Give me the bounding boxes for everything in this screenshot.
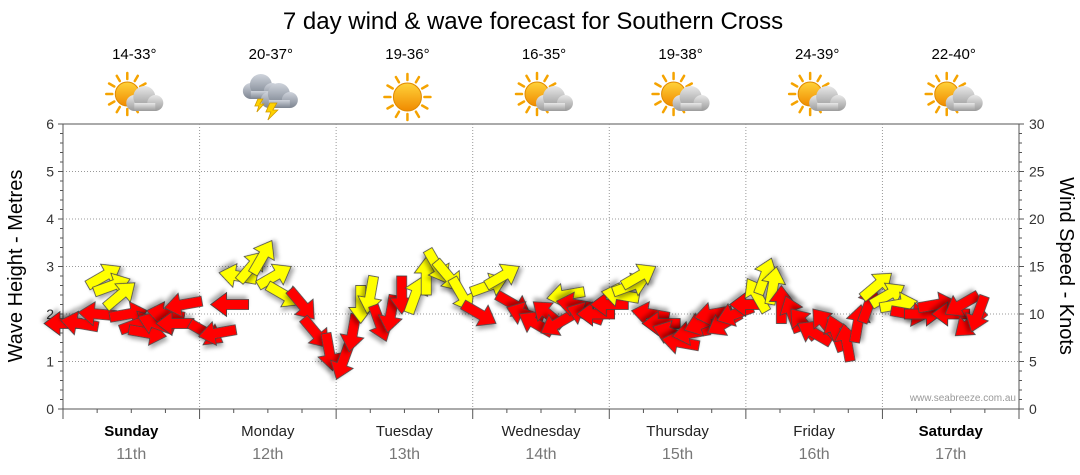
right-tick-label: 20 <box>1029 211 1045 227</box>
right-tick-label: 15 <box>1029 259 1045 275</box>
day-temperature-range: 14-33° <box>112 46 156 63</box>
day-name-label: Friday <box>793 423 835 440</box>
wind-arrow <box>255 263 292 291</box>
day-temperature-range: 19-36° <box>385 46 429 63</box>
partly-cloudy-icon <box>514 71 573 117</box>
wind-arrow <box>77 301 117 327</box>
wind-arrow <box>163 292 204 318</box>
day-temperature-range: 19-38° <box>658 46 702 63</box>
left-tick-label: 1 <box>46 354 54 370</box>
chart-title: 7 day wind & wave forecast for Southern … <box>283 8 783 35</box>
wind-arrow <box>102 282 136 312</box>
wind-arrow <box>944 290 982 317</box>
left-tick-label: 2 <box>46 306 54 322</box>
wind-arrow <box>317 331 343 372</box>
left-tick-label: 4 <box>46 211 54 227</box>
left-tick-label: 0 <box>46 401 54 417</box>
day-name-label: Monday <box>241 423 295 440</box>
axis-ticks: 0 1 2 3 4 5 6 0 5 10 15 20 25 30 <box>46 116 1045 419</box>
wind-arrow <box>155 310 195 337</box>
day-name-label: Sunday <box>104 423 159 440</box>
left-axis-title: Wave Height - Metres <box>5 170 27 363</box>
wind-arrow <box>858 272 893 303</box>
wind-arrow <box>483 263 520 291</box>
day-date-label: 12th <box>252 446 283 463</box>
right-tick-label: 0 <box>1029 401 1037 417</box>
day-date-label: 11th <box>116 446 146 463</box>
partly-cloudy-icon <box>651 71 710 117</box>
sunny-icon <box>383 72 432 122</box>
day-temperature-range: 20-37° <box>249 46 293 63</box>
right-tick-label: 10 <box>1029 306 1045 322</box>
wind-arrows <box>43 239 990 380</box>
wind-arrow <box>60 310 100 336</box>
daily-forecast-row: 14-33° 20-37° 19-36° 16-35° 19-38° 24-39° 22-4… <box>105 46 983 122</box>
wind-arrow <box>299 314 329 349</box>
day-date-label: 13th <box>389 446 420 463</box>
wind-arrow <box>768 284 795 324</box>
day-temperature-range: 22-40° <box>932 46 976 63</box>
right-tick-label: 30 <box>1029 116 1045 132</box>
day-date-label: 15th <box>662 446 693 463</box>
day-labels: Sunday 11th Monday 12th Tuesday 13th Wednesday… <box>104 423 983 463</box>
left-tick-label: 5 <box>46 164 54 180</box>
day-date-label: 17th <box>935 446 966 463</box>
day-name-label: Wednesday <box>502 423 581 440</box>
left-tick-label: 6 <box>46 116 54 132</box>
wind-arrow <box>357 274 383 315</box>
day-date-label: 16th <box>799 446 830 463</box>
day-name-label: Saturday <box>919 423 984 440</box>
right-tick-label: 5 <box>1029 354 1037 370</box>
wind-arrow <box>965 293 990 333</box>
partly-cloudy-icon <box>105 71 164 117</box>
right-axis-title: Wind Speed - Knots <box>1055 177 1077 355</box>
wind-arrow <box>460 299 497 327</box>
thunderstorm-icon <box>242 74 298 121</box>
watermark: www.seabreeze.com.au <box>909 393 1016 404</box>
partly-cloudy-icon <box>787 71 847 117</box>
left-tick-label: 3 <box>46 259 54 275</box>
wind-arrow <box>197 320 238 347</box>
day-temperature-range: 24-39° <box>795 46 839 63</box>
right-tick-label: 25 <box>1029 164 1045 180</box>
wind-arrow <box>619 263 657 291</box>
day-temperature-range: 16-35° <box>522 46 566 63</box>
wind-arrow <box>209 291 250 318</box>
day-date-label: 14th <box>525 446 556 463</box>
partly-cloudy-icon <box>924 71 983 117</box>
plot-area: 0 1 2 3 4 5 6 0 5 10 15 20 25 30 <box>43 116 1045 419</box>
wind-arrow <box>330 341 355 380</box>
wind-arrow <box>285 286 315 320</box>
wind-arrow <box>744 277 772 315</box>
day-name-label: Thursday <box>646 423 709 440</box>
day-name-label: Tuesday <box>376 423 433 440</box>
wind-arrow <box>660 329 701 355</box>
wind-arrow <box>339 312 365 353</box>
wind-arrow <box>248 239 275 277</box>
